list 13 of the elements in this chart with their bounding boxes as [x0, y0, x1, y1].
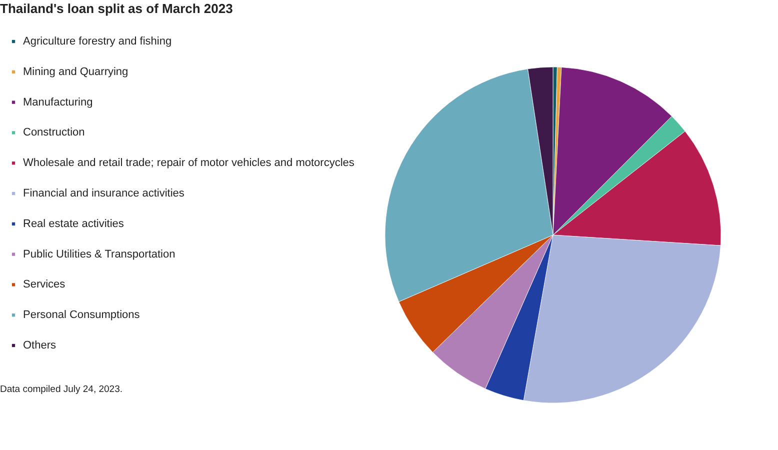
- legend-label: Services: [23, 278, 66, 291]
- text: Data compiled July 24, 2023.: [0, 383, 123, 397]
- legend-label: Personal Consumptions: [23, 309, 140, 322]
- legend-label: Wholesale and retail trade; repair of motor vehicles and motorcycles: [23, 157, 355, 170]
- legend-label: Others: [23, 340, 57, 352]
- legend-label: Agriculture forestry and fishing: [23, 36, 172, 48]
- legend-label: Financial and insurance activities: [23, 188, 185, 200]
- legend-label: Real estate activities: [23, 218, 124, 230]
- legend-label: Public Utilities & Transportation: [23, 248, 176, 260]
- legend-label: Construction: [23, 126, 85, 139]
- chart-title: Thailand's loan split as of March 2023: [0, 1, 233, 16]
- legend-label: Manufacturing: [23, 96, 93, 108]
- legend-label: Mining and Quarrying: [23, 66, 128, 78]
